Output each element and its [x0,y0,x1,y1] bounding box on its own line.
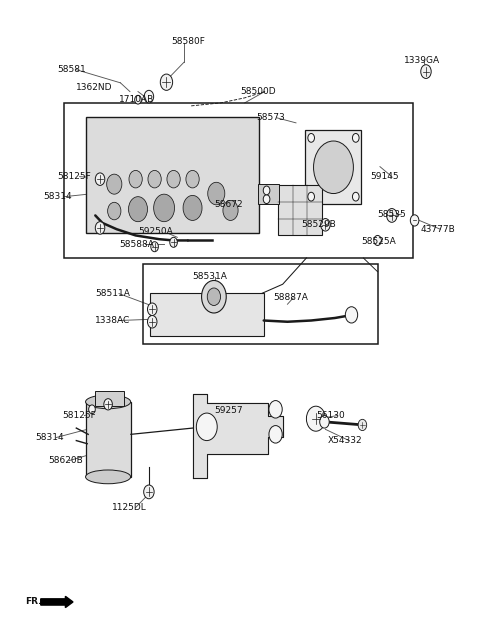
Text: 58531A: 58531A [192,272,228,281]
Bar [64,103,413,258]
Text: 1338AC: 1338AC [96,316,131,325]
FancyArrow shape [41,596,73,608]
Circle shape [223,201,238,220]
Text: 58529B: 58529B [301,220,336,229]
Text: 58581: 58581 [57,65,86,74]
Circle shape [269,425,282,443]
Circle shape [263,195,270,204]
Text: 58573: 58573 [257,114,285,122]
Circle shape [154,194,175,221]
Circle shape [310,411,322,427]
Text: 56130: 56130 [316,411,345,420]
Circle shape [170,237,178,247]
Ellipse shape [85,470,131,484]
Circle shape [320,416,329,428]
Circle shape [345,307,358,323]
Text: 1710AB: 1710AB [119,95,154,104]
Circle shape [167,170,180,188]
Text: 58588A: 58588A [119,240,154,249]
Circle shape [96,221,105,234]
Bar [86,117,259,233]
Circle shape [160,74,173,90]
Circle shape [202,280,226,313]
Circle shape [358,420,367,430]
Circle shape [269,401,282,418]
Circle shape [147,303,157,316]
Circle shape [386,209,397,222]
Circle shape [263,186,270,195]
Circle shape [96,173,105,186]
Text: 59145: 59145 [371,172,399,181]
Text: 59257: 59257 [214,406,242,415]
Circle shape [129,170,142,188]
Circle shape [147,316,157,328]
Text: 58125F: 58125F [62,411,96,420]
Bar [86,402,131,477]
Text: X54332: X54332 [328,436,362,445]
Circle shape [321,218,330,231]
Text: FR.: FR. [25,598,42,606]
Bar [143,264,378,344]
Text: 58125F: 58125F [57,172,91,181]
Circle shape [306,406,325,431]
Circle shape [410,215,419,226]
Circle shape [108,203,121,220]
Circle shape [89,405,96,414]
Text: 59250A: 59250A [138,227,173,236]
Circle shape [107,174,122,194]
Circle shape [207,288,220,305]
Circle shape [144,485,154,498]
Text: 58535: 58535 [378,209,407,219]
Text: 58580F: 58580F [171,37,205,46]
Text: 1362ND: 1362ND [76,83,113,92]
Circle shape [135,95,141,104]
Text: 1339GA: 1339GA [404,56,440,66]
Circle shape [308,134,314,142]
Circle shape [352,192,359,201]
Circle shape [104,399,112,410]
Bar [305,131,361,204]
Circle shape [208,182,225,205]
Circle shape [308,192,314,201]
Circle shape [129,197,147,221]
Text: 58511A: 58511A [96,289,130,298]
Text: 58620B: 58620B [48,456,83,465]
Text: 58500D: 58500D [240,87,276,96]
Circle shape [196,413,217,440]
Polygon shape [192,394,283,478]
Circle shape [151,242,158,252]
Text: 43777B: 43777B [420,225,455,233]
Circle shape [313,141,353,194]
Text: 58672: 58672 [214,199,242,209]
Bar [96,391,124,406]
Circle shape [148,170,161,188]
Circle shape [144,90,154,103]
Circle shape [352,134,359,142]
Bar [258,184,279,204]
Circle shape [186,170,199,188]
Text: 58887A: 58887A [273,293,308,302]
Text: 58525A: 58525A [361,237,396,246]
Bar [150,293,264,336]
Text: 1125DL: 1125DL [112,503,147,512]
Text: 58314: 58314 [35,433,64,442]
Circle shape [421,65,431,78]
Circle shape [374,235,382,245]
Circle shape [183,196,202,220]
Bar [278,186,322,235]
Ellipse shape [85,395,131,409]
Text: 58314: 58314 [43,192,72,201]
